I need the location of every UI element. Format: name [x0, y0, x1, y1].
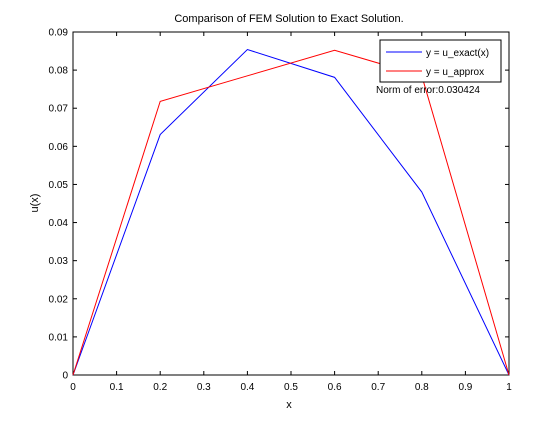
y-tick-label: 0.07: [49, 104, 69, 115]
x-tick-label: 0.9: [458, 382, 472, 393]
ticks-layer: 0 0.1 0.2 0.3 0.4 0.5 0.6 0.7 0.8 0.9 1 0 0.01 0.02 0.…: [49, 28, 513, 394]
x-tick-label: 0.3: [197, 382, 211, 393]
plot-area: [72, 31, 510, 376]
lines-layer: [72, 48, 510, 376]
y-tick-label: 0.04: [49, 218, 69, 229]
x-tick-label: 0.5: [284, 382, 298, 393]
x-tick-label: 0.7: [371, 382, 385, 393]
y-tick-label: 0.03: [49, 256, 69, 267]
legend-label-approx: y = u_approx: [426, 67, 484, 78]
legend-box: [379, 39, 502, 83]
x-tick-label: 0.2: [153, 382, 167, 393]
x-tick-label: 0.6: [328, 382, 342, 393]
x-tick-label: 0.4: [240, 382, 254, 393]
legend-label-exact: y = u_exact(x): [426, 48, 489, 59]
y-tick-label: 0.09: [49, 28, 69, 39]
y-tick-label: 0: [62, 371, 68, 382]
y-tick-label: 0.08: [49, 66, 69, 77]
x-tick-label: 0.1: [110, 382, 124, 393]
y-axis-label: u(x): [29, 194, 41, 213]
series-line-approx: [72, 49, 510, 376]
error-annotation: Norm of error:0.030424: [376, 85, 480, 96]
y-tick-label: 0.02: [49, 294, 69, 305]
x-axis-label: x: [286, 399, 292, 411]
chart-title: Comparison of FEM Solution to Exact Solu…: [174, 13, 403, 25]
y-tick-label: 0.06: [49, 142, 69, 153]
x-tick-label: 0: [70, 382, 76, 393]
y-tick-label: 0.01: [49, 332, 69, 343]
x-tick-label: 1: [506, 382, 512, 393]
legend: y = u_exact(x) y = u_approx: [379, 39, 502, 83]
x-tick-label: 0.8: [415, 382, 429, 393]
y-tick-label: 0.05: [49, 180, 69, 191]
